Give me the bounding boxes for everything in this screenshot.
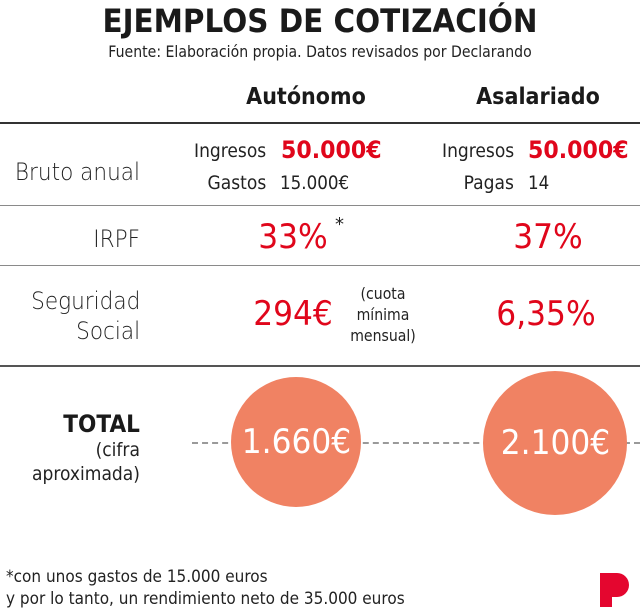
page-title: EJEMPLOS DE COTIZACIÓN [102, 2, 538, 40]
footnote: *con unos gastos de 15.000 euros y por l… [6, 566, 405, 610]
column-header-autonomo: Autónomo [246, 84, 366, 110]
note-line: mensual) [350, 326, 416, 345]
asalariado-ingresos-value: 50.000€ [528, 136, 629, 164]
asalariado-pagas-label: Pagas [463, 172, 514, 194]
total-label: TOTAL [63, 410, 140, 438]
row-label-bruto-anual: Bruto anual [14, 158, 140, 186]
total-dashed-guide [192, 442, 640, 444]
autonomo-total-value: 1.660€ [241, 422, 351, 462]
row-label-seguridad-social-line2: Social [75, 317, 140, 345]
column-header-asalariado: Asalariado [476, 84, 600, 110]
row-divider [0, 205, 640, 206]
total-label-block: TOTAL (cifra aproximada) [32, 410, 140, 486]
publico-p-logo-icon [600, 573, 629, 607]
autonomo-seguridad-social-value: 294€ [253, 294, 333, 334]
row-label-seguridad-social-line1: Seguridad [30, 287, 140, 315]
irpf-footnote-marker: * [335, 214, 344, 235]
cuota-minima-note: (cuota mínima mensual) [339, 283, 427, 346]
autonomo-irpf-value: 33% [258, 217, 328, 257]
autonomo-total-bubble: 1.660€ [231, 377, 361, 507]
note-line: mínima [356, 305, 410, 324]
autonomo-ingresos-label: Ingresos [193, 140, 266, 162]
autonomo-ingresos-value: 50.000€ [281, 136, 382, 164]
row-divider [0, 265, 640, 266]
asalariado-ingresos-label: Ingresos [441, 140, 514, 162]
footnote-line2: y por lo tanto, un rendimiento neto de 3… [6, 589, 405, 609]
asalariado-pagas-value: 14 [528, 172, 550, 194]
asalariado-irpf-value: 37% [513, 217, 583, 257]
total-sublabel-line2: aproximada) [32, 463, 140, 485]
asalariado-total-value: 2.100€ [500, 423, 610, 463]
autonomo-gastos-value: 15.000€ [280, 172, 350, 194]
asalariado-seguridad-social-value: 6,35% [496, 294, 596, 334]
total-divider [0, 365, 640, 367]
source-subtitle: Fuente: Elaboración propia. Datos revisa… [108, 42, 532, 61]
autonomo-gastos-label: Gastos [207, 172, 266, 194]
note-line: (cuota [360, 284, 406, 303]
footnote-line1: *con unos gastos de 15.000 euros [6, 567, 268, 587]
asalariado-total-bubble: 2.100€ [483, 371, 627, 515]
row-label-irpf: IRPF [93, 225, 140, 253]
header-rule [0, 122, 640, 124]
total-sublabel-line1: (cifra [95, 439, 140, 461]
